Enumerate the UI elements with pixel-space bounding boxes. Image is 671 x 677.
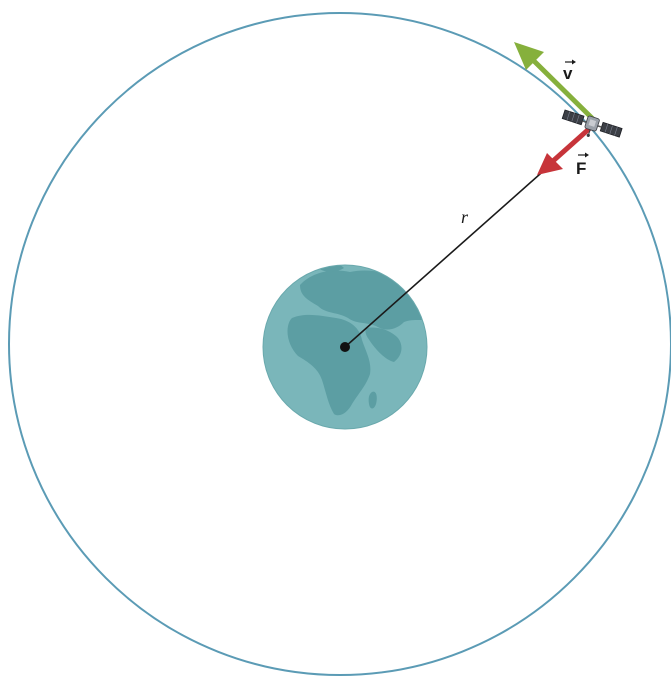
force-label-text: F bbox=[576, 159, 586, 178]
force-arrow bbox=[537, 126, 592, 175]
vector-arrow-icon bbox=[565, 59, 576, 65]
vector-arrow-icon bbox=[578, 152, 589, 158]
satellite-icon bbox=[561, 109, 623, 138]
earth-center-point bbox=[340, 342, 350, 352]
velocity-label-text: v bbox=[563, 64, 573, 83]
force-label: F bbox=[576, 152, 589, 178]
velocity-arrow bbox=[514, 42, 598, 124]
radius-label: r bbox=[461, 207, 469, 227]
orbit-path bbox=[8, 12, 671, 676]
velocity-label: v bbox=[563, 59, 576, 83]
